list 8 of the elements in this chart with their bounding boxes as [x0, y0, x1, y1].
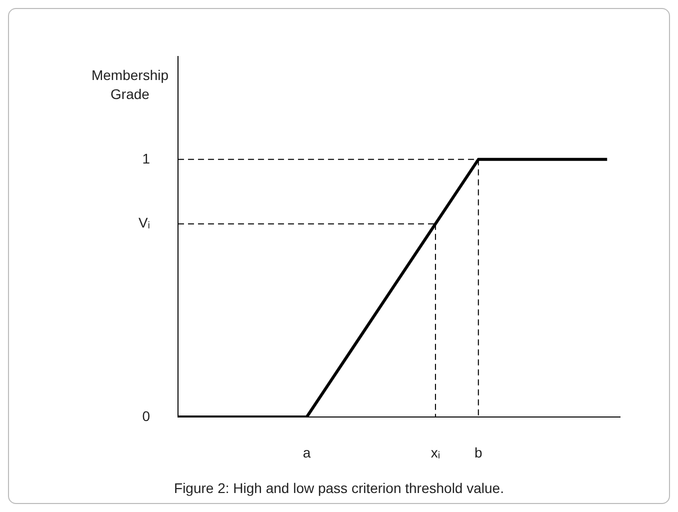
text: Figure 2: High and low pass criterion threshold value.: [173, 480, 505, 496]
y-axis-title: Membership Grade: [90, 66, 170, 104]
y-tick-label: 0: [142, 408, 150, 424]
x-tick-label: b: [474, 444, 482, 460]
y-tick-label: Vᵢ: [138, 214, 150, 231]
y-tick-label: 1: [142, 150, 150, 166]
x-tick-label: a: [302, 444, 311, 460]
x-tick-label: xᵢ: [430, 444, 440, 460]
